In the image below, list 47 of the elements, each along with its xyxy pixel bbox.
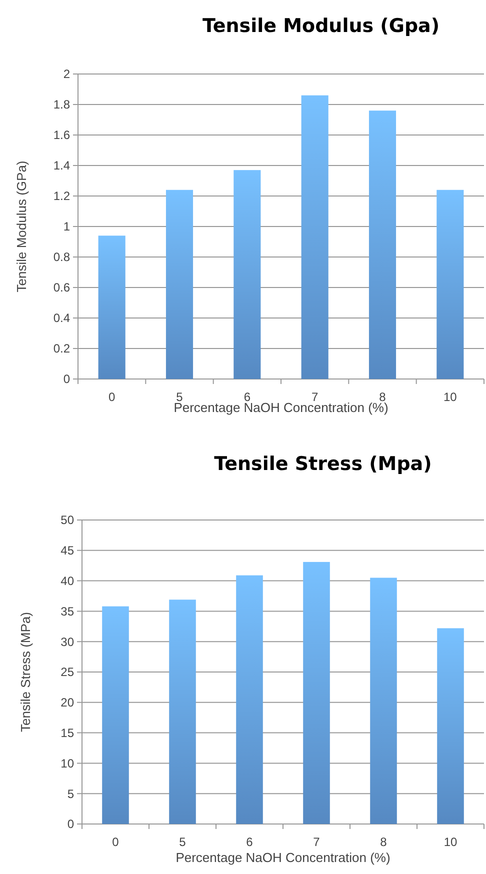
x-tick-label: 7 — [313, 835, 320, 849]
bar — [98, 236, 126, 379]
bar — [102, 606, 129, 824]
bar — [437, 628, 464, 824]
y-axis-title: Tensile Modulus (GPa) — [14, 160, 29, 292]
x-axis-title: Percentage NaOH Concentration (%) — [176, 850, 390, 865]
y-tick-label: 0.2 — [53, 342, 70, 356]
y-tick-label: 35 — [60, 604, 74, 618]
bar — [303, 562, 330, 824]
y-axis-title: Tensile Stress (MPa) — [18, 612, 33, 732]
y-tick-label: 1.2 — [53, 189, 70, 204]
chart-title: Tensile Stress (Mpa) — [214, 453, 432, 475]
y-tick-label: 0 — [63, 372, 70, 386]
y-tick-label: 50 — [60, 513, 74, 528]
bar — [301, 95, 328, 379]
y-tick-label: 25 — [60, 665, 74, 680]
y-tick-label: 1.6 — [53, 128, 70, 142]
y-tick-label: 0 — [67, 817, 74, 832]
y-tick-label: 5 — [67, 786, 74, 801]
x-tick-label: 6 — [246, 835, 254, 849]
y-tick-label: 15 — [60, 726, 74, 740]
y-tick-label: 0.6 — [53, 280, 70, 295]
y-tick-label: 10 — [60, 756, 74, 770]
y-tick-label: 0.8 — [53, 250, 70, 264]
y-tick-label: 1.4 — [53, 158, 70, 173]
y-tick-label: 30 — [60, 634, 74, 649]
x-tick-label: 8 — [380, 835, 388, 849]
bar — [368, 110, 396, 379]
bar — [234, 170, 261, 379]
bar — [166, 190, 194, 379]
x-tick-label: 5 — [179, 835, 186, 849]
y-tick-label: 1.8 — [53, 98, 70, 112]
y-tick-label: 45 — [60, 544, 74, 558]
y-tick-label: 0.4 — [53, 311, 70, 326]
bar — [436, 190, 464, 379]
y-tick-label: 2 — [63, 67, 70, 82]
x-tick-label: 0 — [112, 835, 120, 849]
x-tick-label: 0 — [108, 390, 116, 404]
y-tick-label: 20 — [60, 696, 74, 710]
y-tick-label: 1 — [63, 220, 70, 234]
x-tick-label: 10 — [444, 835, 458, 849]
y-tick-label: 40 — [60, 574, 74, 588]
bar — [370, 578, 397, 824]
x-tick-label: 10 — [443, 390, 458, 404]
chart-title: Tensile Modulus (Gpa) — [202, 15, 440, 37]
bar — [236, 575, 263, 824]
bar — [169, 600, 196, 824]
